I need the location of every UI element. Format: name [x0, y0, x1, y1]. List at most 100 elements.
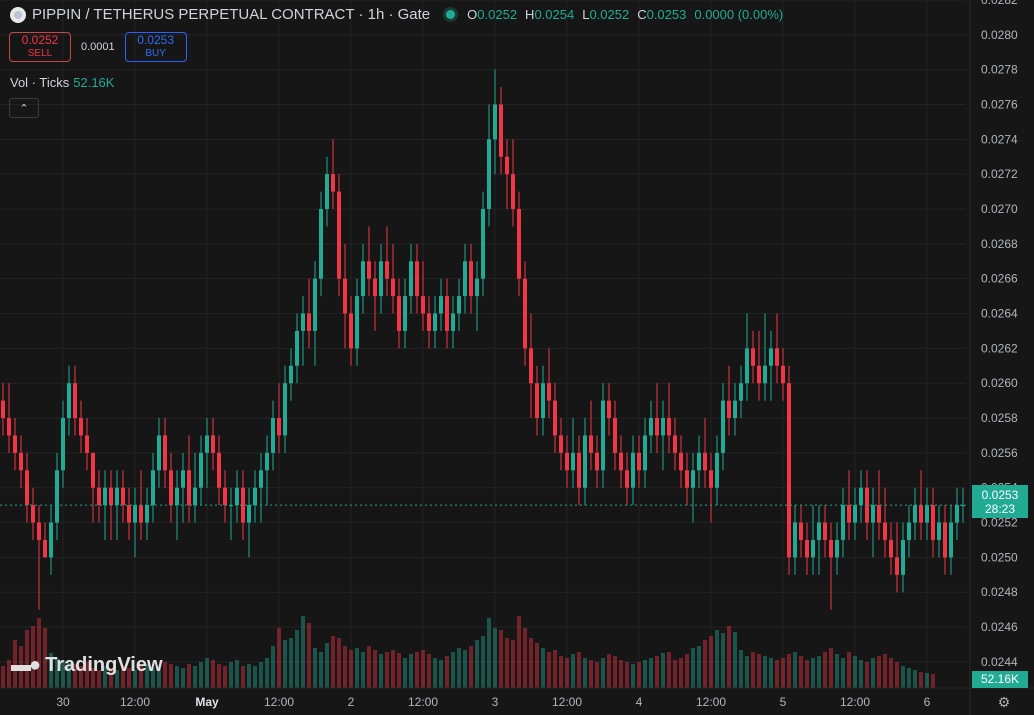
candle-body	[199, 452, 203, 488]
candle-body	[151, 470, 155, 506]
candle-body	[7, 418, 11, 436]
volume-bar	[313, 648, 317, 688]
volume-indicator-legend[interactable]: Vol · Ticks 52.16K	[10, 75, 114, 90]
time-tick-label: 30	[56, 695, 70, 709]
volume-bar	[823, 652, 827, 688]
volume-bar	[61, 660, 65, 688]
candle-body	[301, 313, 305, 331]
volume-bar	[211, 660, 215, 688]
candle-body	[517, 209, 521, 279]
candle-body	[637, 452, 641, 471]
volume-bar	[409, 654, 413, 688]
volume-bar	[529, 638, 533, 688]
candle-body	[319, 209, 323, 279]
candle-body	[523, 278, 527, 349]
volume-bar	[331, 636, 335, 688]
volume-bar	[907, 668, 911, 688]
volume-axis-label: 52.16K	[972, 671, 1028, 688]
candle-body	[499, 104, 503, 157]
candle-body	[805, 539, 809, 558]
volume-bar	[199, 662, 203, 688]
symbol-title[interactable]: PIPPIN / TETHERUS PERPETUAL CONTRACT · 1…	[32, 6, 431, 23]
open-label: O	[467, 7, 478, 22]
high-value: 0.0254	[534, 7, 575, 22]
volume-bar	[637, 662, 641, 688]
candle-body	[925, 505, 929, 523]
candle-body	[355, 296, 359, 349]
high-label: H	[525, 7, 535, 22]
candle-body	[613, 418, 617, 453]
chart-settings-button[interactable]: ⚙	[995, 693, 1013, 711]
volume-bar	[763, 656, 767, 688]
trade-buttons: 0.0252 SELL 0.0001 0.0253 BUY	[9, 32, 187, 62]
candle-body	[325, 174, 329, 210]
volume-bar	[781, 658, 785, 688]
candle-body	[835, 539, 839, 558]
volume-bar	[547, 652, 551, 688]
volume-bar	[751, 652, 755, 688]
candle-body	[607, 400, 611, 419]
volume-bar	[43, 628, 47, 688]
time-tick-label: May	[195, 695, 219, 709]
volume-bar	[559, 656, 563, 688]
candle-body	[703, 452, 707, 471]
candle-body	[451, 313, 455, 331]
volume-bar	[223, 666, 227, 688]
time-axis[interactable]: 30 12:00 May 12:00 2 12:00 3 12:00 4 12:00 5 12:00 6	[56, 695, 930, 709]
volume-bar	[769, 658, 773, 688]
volume-bar	[247, 664, 251, 688]
volume-bar	[325, 643, 329, 688]
volume-bar	[235, 660, 239, 688]
volume-bar	[691, 648, 695, 688]
time-tick-label: 2	[348, 695, 355, 709]
volume-bar	[853, 656, 857, 688]
candle-body	[841, 505, 845, 540]
candle-body	[433, 313, 437, 331]
volume-bar	[229, 662, 233, 688]
volume-bar	[799, 656, 803, 688]
candle-body	[289, 365, 293, 384]
volume-bar	[121, 666, 125, 688]
candle-body	[127, 505, 131, 523]
tradingview-logo[interactable]: ▬● TradingView	[11, 654, 163, 677]
volume-bar	[115, 670, 119, 688]
candle-body	[55, 470, 59, 523]
candle-body	[631, 452, 635, 488]
candle-body	[241, 487, 245, 523]
volume-bar	[697, 646, 701, 688]
sell-button[interactable]: 0.0252 SELL	[9, 32, 71, 62]
candle-body	[97, 487, 101, 506]
candle-body	[211, 435, 215, 453]
time-tick-label: 6	[924, 695, 931, 709]
collapse-legend-button[interactable]: ⌃	[9, 98, 39, 118]
candle-body	[175, 487, 179, 506]
volume-bar	[607, 654, 611, 688]
price-tick-label: 0.0244	[981, 655, 1018, 669]
buy-button[interactable]: 0.0253 BUY	[124, 32, 187, 62]
volume-bar	[775, 660, 779, 688]
volume-bar	[151, 668, 155, 688]
volume-bar	[133, 670, 137, 688]
candle-body	[391, 278, 395, 297]
candle-body	[121, 487, 125, 506]
candle-body	[379, 261, 383, 297]
candle-body	[487, 139, 491, 210]
volume-bar	[337, 638, 341, 688]
price-axis[interactable]: 0.02440.02460.02480.02500.02520.02540.02…	[981, 0, 1018, 669]
volume-bar	[421, 650, 425, 688]
candle-body	[385, 261, 389, 279]
candle-body	[949, 522, 953, 558]
volume-bar	[265, 658, 269, 688]
volume-bar	[487, 618, 491, 688]
candle-body	[457, 296, 461, 314]
candle-body	[25, 470, 29, 506]
volume-bar	[829, 648, 833, 688]
candle-body	[691, 470, 695, 488]
candle-body	[481, 209, 485, 279]
time-tick-label: 12:00	[552, 695, 582, 709]
close-label: C	[637, 7, 647, 22]
volume-bar	[457, 648, 461, 688]
volume-bar	[757, 654, 761, 688]
volume-bar	[79, 666, 83, 688]
